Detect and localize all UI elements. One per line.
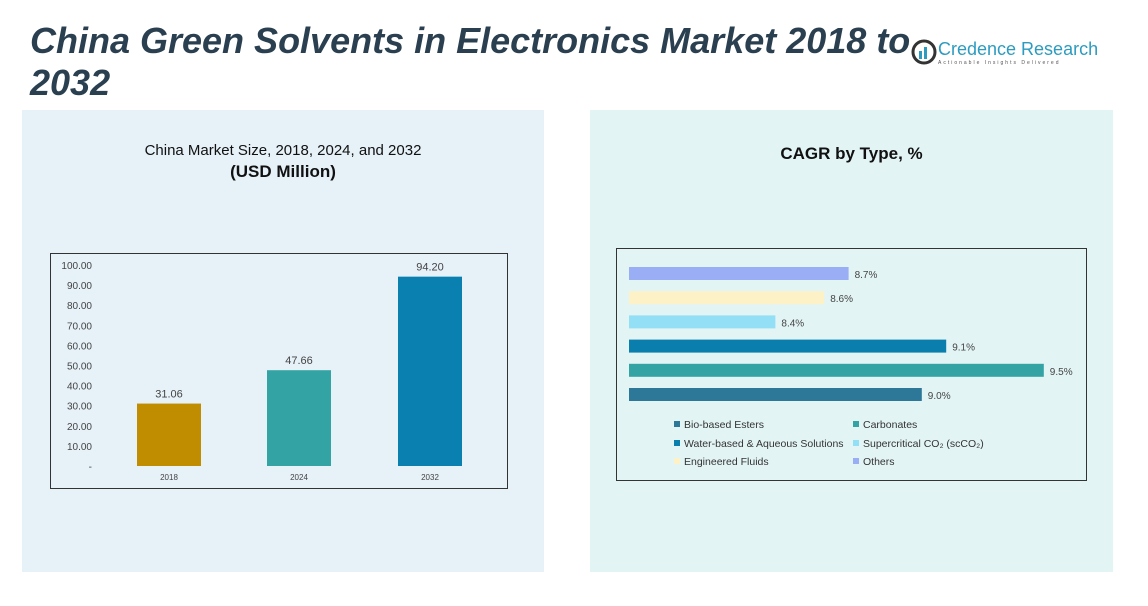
legend-label: Bio-based Esters <box>684 419 764 431</box>
bar <box>629 339 947 353</box>
data-label: 9.5% <box>1050 367 1073 378</box>
logo: Credence Research Actionable Insights De… <box>910 38 1098 66</box>
legend-label: Supercritical CO₂ (scCO₂) <box>863 438 984 450</box>
legend-swatch <box>674 421 680 427</box>
data-label: 31.06 <box>155 389 183 401</box>
y-tick-label: 90.00 <box>67 281 92 292</box>
y-tick-label: 80.00 <box>67 301 92 312</box>
data-label: 9.0% <box>928 391 951 402</box>
bar <box>629 388 922 401</box>
y-tick-label: 30.00 <box>67 402 92 413</box>
legend-swatch <box>853 440 859 446</box>
bar <box>629 315 776 329</box>
bar <box>629 291 825 305</box>
chart-title: CAGR by Type, % <box>780 144 923 163</box>
legend-swatch <box>674 440 680 446</box>
logo-tagline: Actionable Insights Delivered <box>938 59 1061 66</box>
chart-subtitle: (USD Million) <box>230 162 336 181</box>
data-label: 47.66 <box>285 355 313 367</box>
logo-icon <box>911 39 937 65</box>
bar <box>398 276 462 466</box>
bar <box>629 267 849 280</box>
bar <box>137 403 201 466</box>
data-label: 94.20 <box>416 262 444 274</box>
legend-swatch <box>853 458 859 464</box>
legend-label: Others <box>863 456 895 468</box>
page-title: China Green Solvents in Electronics Mark… <box>30 20 911 103</box>
data-label: 8.7% <box>855 270 878 281</box>
data-label: 8.4% <box>781 318 804 329</box>
bar <box>629 363 1044 377</box>
market-size-chart: - 10.00 20.00 30.00 40.00 50.00 60.00 70.00 80.0… <box>50 253 508 489</box>
x-tick-label: 2032 <box>421 473 439 482</box>
y-tick-label: 60.00 <box>67 341 92 352</box>
bar <box>267 370 331 466</box>
y-tick-label: 50.00 <box>67 362 92 373</box>
x-tick-label: 2024 <box>290 473 308 482</box>
legend-swatch <box>674 458 680 464</box>
y-tick-label: - <box>89 462 92 473</box>
logo-name: Credence Research <box>938 38 1099 59</box>
legend-label: Carbonates <box>863 419 917 431</box>
y-tick-label: 40.00 <box>67 382 92 393</box>
legend-label: Engineered Fluids <box>684 456 769 468</box>
data-label: 8.6% <box>830 294 853 305</box>
legend-swatch <box>853 421 859 427</box>
y-tick-label: 100.00 <box>61 261 92 272</box>
y-tick-label: 20.00 <box>67 422 92 433</box>
chart-title: China Market Size, 2018, 2024, and 2032 <box>144 142 422 159</box>
x-tick-label: 2018 <box>160 473 178 482</box>
legend-label: Water-based & Aqueous Solutions <box>684 438 844 450</box>
y-tick-label: 70.00 <box>67 321 92 332</box>
cagr-chart: 8.7% 8.6% 8.4% 9.1% 9.5% 9.0% Bio-based Esters… <box>616 248 1087 481</box>
data-label: 9.1% <box>952 343 975 354</box>
y-tick-label: 10.00 <box>67 442 92 453</box>
